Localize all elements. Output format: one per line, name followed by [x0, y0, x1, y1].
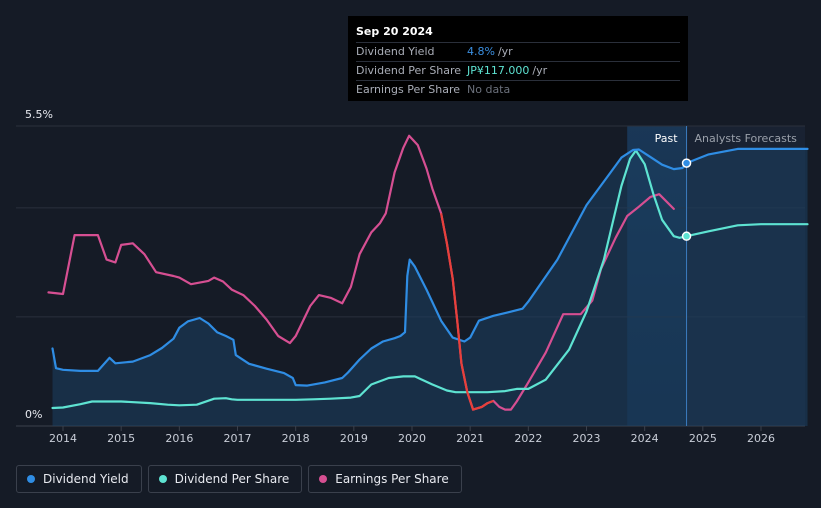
tooltip-unit: /yr [532, 64, 548, 77]
x-tick-label: 2015 [107, 432, 135, 445]
y-axis-bottom-label: 0% [25, 408, 42, 421]
forecast-region-label: Analysts Forecasts [695, 132, 798, 145]
tooltip-key: Dividend Yield [356, 45, 435, 58]
x-tick-label: 2022 [514, 432, 542, 445]
legend-item-earnings-per-share[interactable]: Earnings Per Share [308, 465, 462, 493]
x-tick-label: 2024 [631, 432, 659, 445]
dividend-yield-line [51, 148, 688, 387]
x-tick-label: 2026 [747, 432, 775, 445]
legend-dot-icon [27, 475, 35, 483]
dividend-per-share-marker[interactable] [681, 231, 692, 241]
legend-dot-icon [319, 475, 328, 483]
legend-item-dividend-yield[interactable]: Dividend Yield [16, 465, 142, 493]
legend-label: Dividend Yield [43, 472, 129, 486]
legend-label: Dividend Per Share [174, 472, 290, 486]
x-tick-label: 2025 [689, 432, 717, 445]
legend-label: Earnings Per Share [335, 472, 449, 486]
earnings-per-share-line [47, 134, 675, 411]
tooltip-value: 4.8% [467, 45, 495, 58]
tooltip-key: Earnings Per Share [356, 83, 461, 96]
dividend-per-share-forecast-line [685, 223, 809, 238]
x-tick-label: 2018 [282, 432, 310, 445]
legend: Dividend Yield Dividend Per Share Earnin… [16, 465, 462, 493]
tooltip-unit: /yr [497, 45, 513, 58]
x-tick-label: 2019 [340, 432, 368, 445]
legend-item-dividend-per-share[interactable]: Dividend Per Share [147, 465, 303, 493]
dividend-per-share-line [51, 149, 688, 410]
tooltip-date: Sep 20 2024 [356, 22, 680, 43]
tooltip-value: No data [467, 83, 511, 96]
x-tick-label: 2020 [398, 432, 426, 445]
tooltip-row-dividend-per-share: Dividend Per Share JP¥117.000 /yr [356, 62, 680, 81]
dividend-yield-area [52, 148, 808, 426]
y-axis-top-label: 5.5% [25, 108, 53, 121]
x-tick-label: 2023 [573, 432, 601, 445]
past-region-label: Past [655, 132, 679, 145]
tooltip-key: Dividend Per Share [356, 64, 462, 77]
tooltip: Sep 20 2024 Dividend Yield 4.8% /yr Divi… [348, 16, 688, 101]
earnings-per-share-negative-segment [440, 213, 494, 411]
legend-dot-icon [158, 475, 167, 483]
tooltip-row-earnings-per-share: Earnings Per Share No data [356, 81, 680, 99]
x-tick-label: 2021 [456, 432, 484, 445]
tooltip-row-dividend-yield: Dividend Yield 4.8% /yr [356, 43, 680, 62]
dividend-yield-forecast-line [685, 147, 809, 165]
x-tick-label: 2016 [165, 432, 193, 445]
x-tick-label: 2017 [224, 432, 252, 445]
x-tick-label: 2014 [49, 432, 77, 445]
tooltip-value: JP¥117.000 [467, 64, 530, 77]
dividend-yield-marker[interactable] [681, 158, 692, 168]
